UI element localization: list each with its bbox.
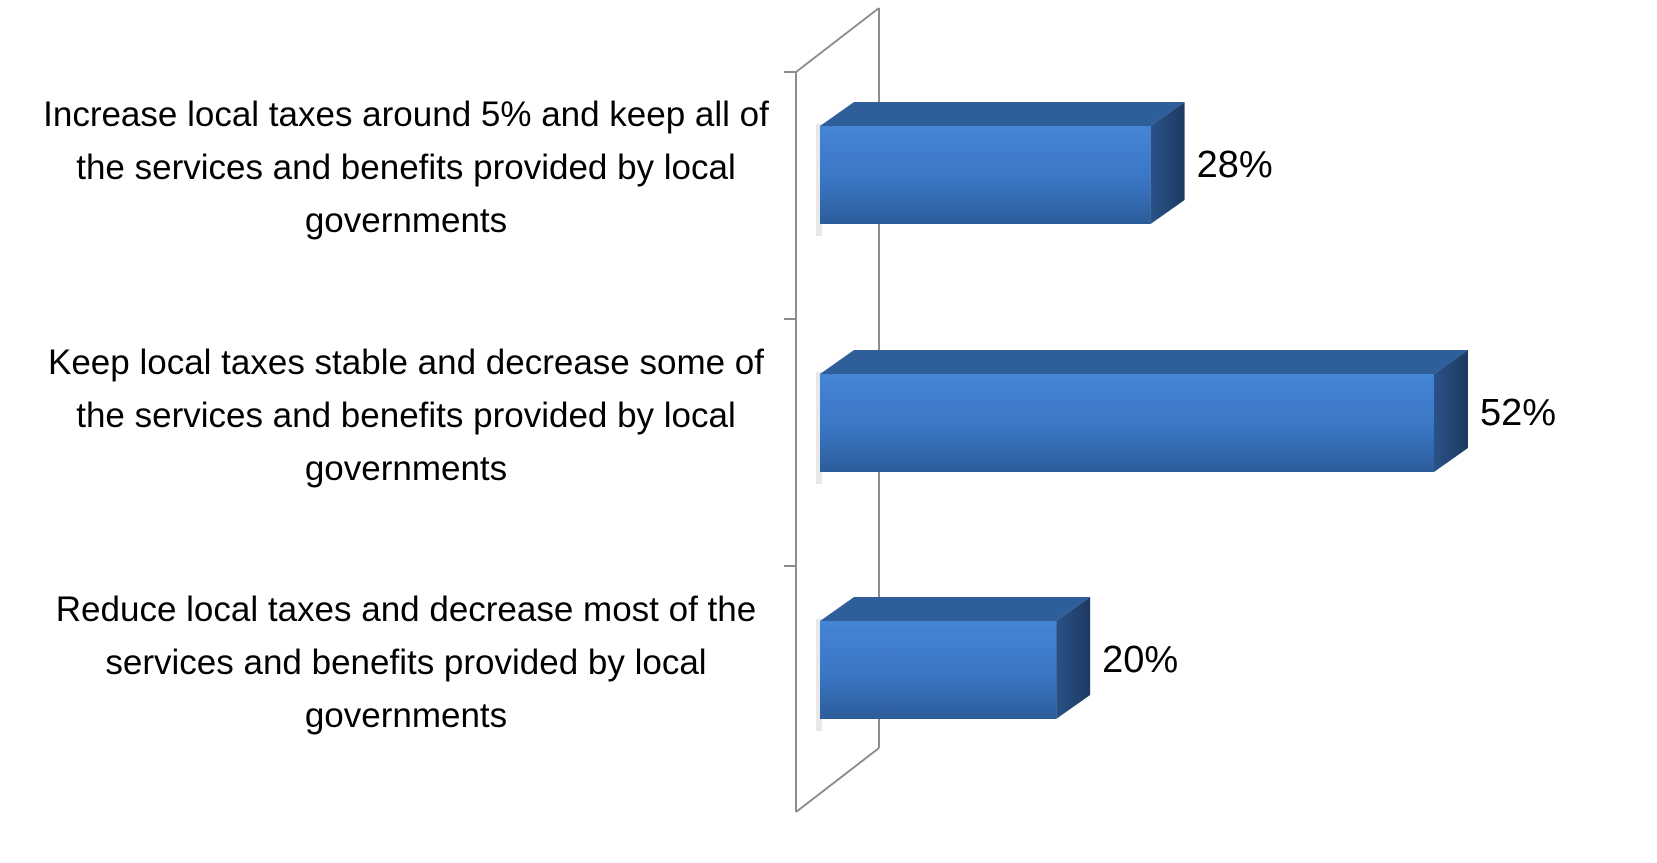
- axis-wall-top-edge: [795, 7, 880, 73]
- bar-top-face: [820, 350, 1468, 374]
- category-label-line: governments: [304, 200, 508, 240]
- bar-top-face: [820, 102, 1185, 126]
- axis-wall-bottom-edge: [795, 747, 880, 813]
- category-label-line: Increase local taxes around 5% and keep …: [43, 94, 769, 134]
- bar-shadow: [816, 372, 822, 484]
- bar-top-face: [820, 597, 1091, 621]
- category-label-line: the services and benefits provided by lo…: [76, 395, 736, 435]
- category-label: Keep local taxes stable and decrease som…: [0, 336, 812, 495]
- data-label: 20%: [1102, 639, 1178, 681]
- category-label-line: Reduce local taxes and decrease most of …: [55, 589, 757, 629]
- bar: [820, 126, 1151, 224]
- bar-group: 52%: [816, 350, 1556, 484]
- category-label-line: Keep local taxes stable and decrease som…: [48, 342, 764, 382]
- bar-side-face: [1434, 350, 1468, 472]
- data-label: 28%: [1197, 144, 1273, 186]
- bar-group: 28%: [816, 102, 1273, 236]
- bar-group: 20%: [816, 597, 1178, 731]
- bar-side-face: [1056, 597, 1091, 719]
- bar-side-face: [1150, 102, 1185, 224]
- bar-shadow: [816, 619, 822, 731]
- bars-layer: 28% 52% 20%: [816, 102, 1556, 731]
- category-label: Increase local taxes around 5% and keep …: [0, 88, 812, 247]
- category-label-line: governments: [304, 448, 508, 488]
- data-label: 52%: [1480, 392, 1556, 434]
- bar: [820, 621, 1057, 719]
- category-label: Reduce local taxes and decrease most of …: [0, 583, 812, 742]
- category-label-line: services and benefits provided by local: [105, 642, 707, 682]
- category-label-line: governments: [304, 695, 508, 735]
- bar-shadow: [816, 124, 822, 236]
- category-label-line: the services and benefits provided by lo…: [76, 147, 736, 187]
- bar: [820, 374, 1434, 472]
